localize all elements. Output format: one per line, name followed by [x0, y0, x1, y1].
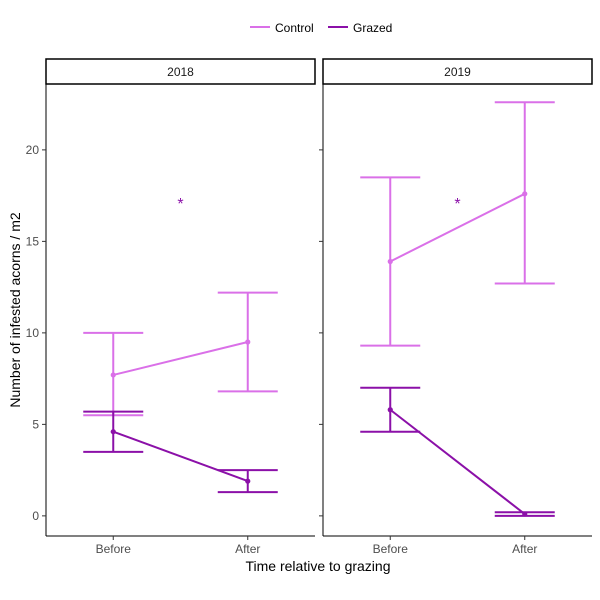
y-tick-label: 5 [32, 417, 39, 431]
data-point [110, 372, 116, 378]
data-point [387, 407, 393, 413]
panel-2018: 2018 0 5 10 15 20 Before After * [26, 58, 316, 556]
data-point [110, 429, 116, 435]
series-control [360, 101, 555, 347]
legend: Control Grazed [250, 21, 392, 35]
series-line [389, 408, 526, 515]
legend-entry-control: Control [250, 21, 314, 35]
significance-marker: * [454, 196, 460, 213]
x-tick-label: Before [96, 542, 132, 556]
y-tick-label: 20 [26, 143, 40, 157]
y-tick-label: 15 [26, 234, 40, 248]
data-point [522, 511, 528, 517]
x-axis-title: Time relative to grazing [246, 558, 391, 574]
y-tick-label: 10 [26, 326, 40, 340]
x-tick-label: After [512, 542, 537, 556]
series-grazed [360, 386, 555, 517]
series-line [113, 341, 248, 376]
series-control [83, 291, 278, 417]
series-line [112, 430, 249, 483]
data-point [245, 339, 251, 345]
data-point [522, 191, 528, 197]
y-tick-label: 0 [32, 509, 39, 523]
facet-title: 2019 [444, 65, 471, 79]
y-axis-title: Number of infested acorns / m2 [7, 212, 23, 408]
x-tick-label: Before [373, 542, 409, 556]
legend-label-control: Control [275, 21, 314, 35]
legend-label-grazed: Grazed [353, 21, 392, 35]
facet-title: 2018 [167, 65, 194, 79]
chart-panels: 2018 0 5 10 15 20 Before After * 2019 Before After * [26, 58, 593, 556]
panel-2019: 2019 Before After * [319, 58, 593, 556]
facet-strip [322, 58, 593, 85]
significance-marker: * [177, 196, 183, 213]
series-line [389, 192, 526, 263]
data-point [245, 478, 251, 484]
data-point [387, 258, 393, 265]
x-tick-label: After [235, 542, 260, 556]
facet-strip [45, 58, 316, 85]
series-grazed [83, 410, 278, 494]
legend-entry-grazed: Grazed [328, 21, 392, 35]
